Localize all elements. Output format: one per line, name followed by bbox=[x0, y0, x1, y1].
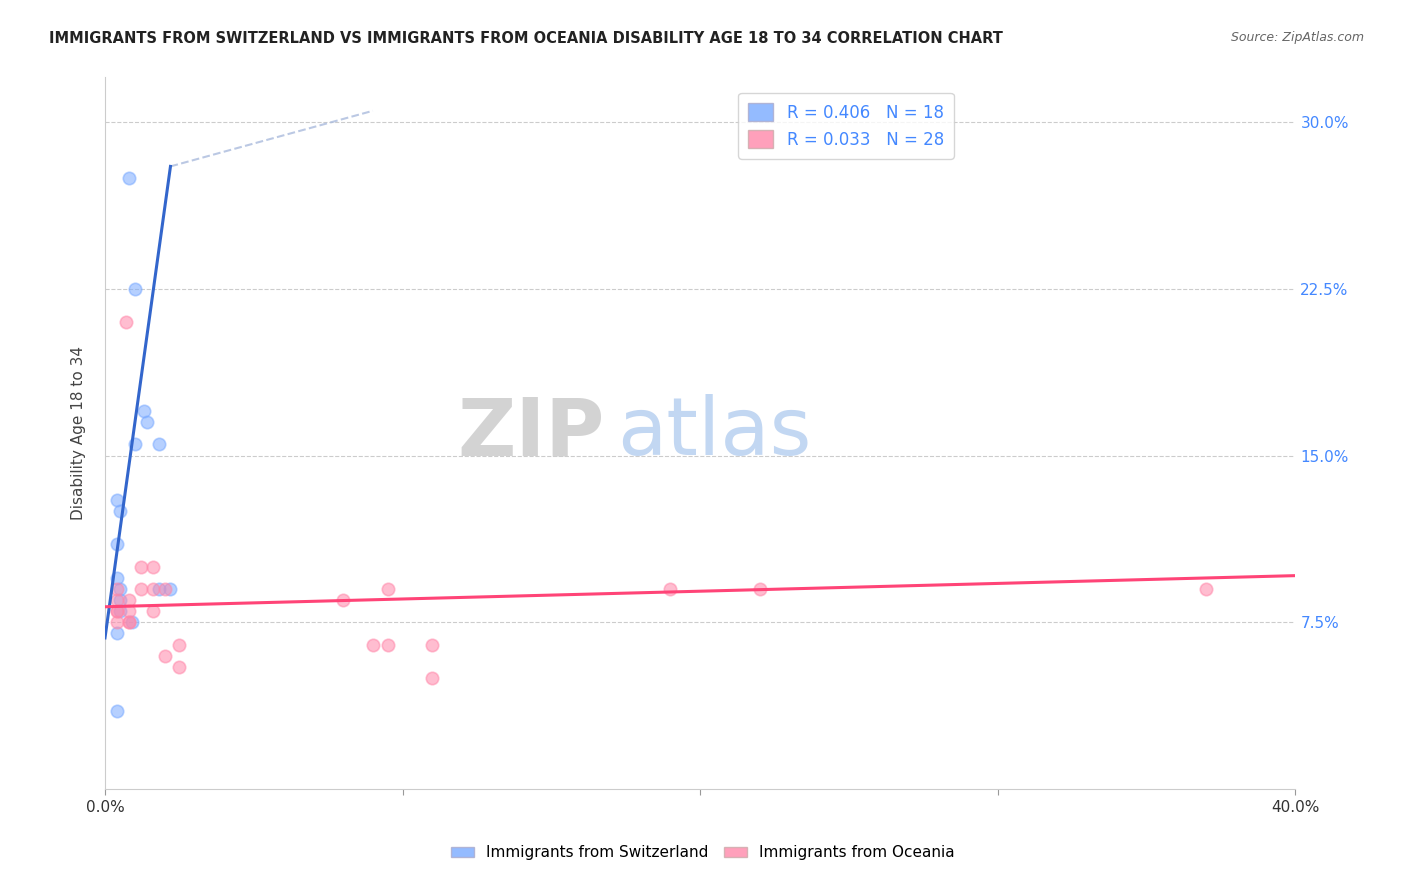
Point bbox=[105, 626, 128, 640]
Point bbox=[748, 582, 770, 596]
Point bbox=[108, 582, 131, 596]
Point bbox=[142, 559, 165, 574]
Point bbox=[377, 582, 399, 596]
Point bbox=[148, 582, 170, 596]
Point bbox=[153, 648, 176, 663]
Point bbox=[105, 582, 128, 596]
Text: IMMIGRANTS FROM SWITZERLAND VS IMMIGRANTS FROM OCEANIA DISABILITY AGE 18 TO 34 C: IMMIGRANTS FROM SWITZERLAND VS IMMIGRANT… bbox=[49, 31, 1002, 46]
Point bbox=[153, 582, 176, 596]
Point bbox=[118, 593, 141, 607]
Point bbox=[422, 638, 444, 652]
Point bbox=[132, 404, 155, 418]
Point bbox=[118, 615, 141, 630]
Point bbox=[121, 615, 143, 630]
Point bbox=[108, 504, 131, 518]
Point bbox=[108, 604, 131, 618]
Point bbox=[105, 604, 128, 618]
Point bbox=[118, 170, 141, 185]
Point bbox=[108, 593, 131, 607]
Point bbox=[159, 582, 181, 596]
Point bbox=[105, 593, 128, 607]
Point bbox=[124, 282, 146, 296]
Point bbox=[114, 315, 136, 329]
Legend: R = 0.406   N = 18, R = 0.033   N = 28: R = 0.406 N = 18, R = 0.033 N = 28 bbox=[738, 93, 953, 159]
Point bbox=[129, 582, 152, 596]
Point bbox=[142, 604, 165, 618]
Point bbox=[118, 604, 141, 618]
Point bbox=[169, 660, 191, 674]
Point bbox=[124, 437, 146, 451]
Point bbox=[105, 537, 128, 551]
Y-axis label: Disability Age 18 to 34: Disability Age 18 to 34 bbox=[72, 346, 86, 520]
Point bbox=[332, 593, 354, 607]
Point bbox=[142, 582, 165, 596]
Point bbox=[135, 415, 157, 429]
Point bbox=[105, 615, 128, 630]
Text: atlas: atlas bbox=[617, 394, 811, 472]
Point bbox=[422, 671, 444, 685]
Point bbox=[105, 571, 128, 585]
Point bbox=[361, 638, 384, 652]
Point bbox=[118, 615, 141, 630]
Point bbox=[105, 493, 128, 508]
Point bbox=[105, 604, 128, 618]
Point bbox=[377, 638, 399, 652]
Point bbox=[659, 582, 682, 596]
Point bbox=[169, 638, 191, 652]
Text: ZIP: ZIP bbox=[458, 394, 605, 472]
Point bbox=[148, 437, 170, 451]
Point bbox=[129, 559, 152, 574]
Point bbox=[105, 704, 128, 718]
Point bbox=[1195, 582, 1218, 596]
Text: Source: ZipAtlas.com: Source: ZipAtlas.com bbox=[1230, 31, 1364, 45]
Legend: Immigrants from Switzerland, Immigrants from Oceania: Immigrants from Switzerland, Immigrants … bbox=[446, 839, 960, 866]
